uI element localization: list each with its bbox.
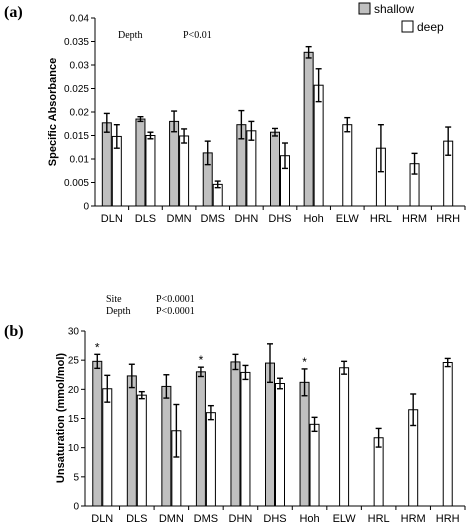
bar-deep [136,394,147,507]
x-tick-label: DLS [126,513,147,525]
legend-label-shallow: shallow [374,2,414,16]
panel-b-label: (b) [4,323,24,340]
bar-deep [179,135,190,207]
stat-annotation: Depth [118,30,142,41]
x-tick-label: ELW [336,213,360,225]
x-tick-label: HRL [370,213,392,225]
bar-shallow [299,381,310,507]
bar-shallow [101,122,112,207]
bar-shallow [230,361,241,507]
bar-deep [313,84,324,207]
legend-swatch-shallow [358,2,371,15]
y-axis-label: Unsaturation (mmol/mol) [55,353,67,484]
bar-deep [275,383,285,507]
bar-deep [339,367,350,507]
x-tick-label: HRL [368,513,390,525]
y-tick-label: 0 [73,502,79,513]
bar-shallow [135,118,146,207]
bar-deep [102,388,113,507]
bar-shallow [169,120,180,207]
y-tick-label: 10 [68,443,80,454]
y-tick-label: 0.02 [70,108,90,119]
x-tick-label: ELW [333,513,357,525]
stat-annotation: P<0.0001 [156,294,195,305]
chart-b: 0 5 10 15 20 25 30 Unsaturation (mmol/mol) DLN DL… [55,294,466,525]
y-tick-label: 0 [83,202,89,213]
legend-swatch-deep [401,20,414,33]
y-tick-label: 0.035 [64,37,89,48]
x-tick-label: Hoh [299,513,319,525]
x-tick-label: Hoh [304,213,324,225]
x-tick-label: DHN [234,213,258,225]
x-tick-label: DLS [135,213,156,225]
bar-deep [342,124,353,207]
stat-annotation: Site [106,294,122,305]
x-tick-label: HRM [402,213,427,225]
x-tick-label: DMS [194,513,218,525]
x-tick-label: DMS [201,213,225,225]
bar-shallow [265,362,275,507]
legend-label-deep: deep [417,20,444,34]
significance-star: * [95,340,100,354]
bar-shallow [92,360,103,507]
y-tick-label: 0.025 [64,84,89,95]
y-axis-label: Specific Absorbance [47,58,59,166]
stat-annotation: P<0.01 [183,30,212,41]
x-tick-label: DLN [101,213,123,225]
x-tick-label: DHN [229,513,253,525]
bar-deep [145,135,156,207]
significance-star: * [199,353,204,367]
x-tick-label: DHS [263,513,286,525]
significance-star: * [302,355,307,369]
bar-deep [373,437,384,507]
y-tick-label: 25 [68,356,80,367]
bar-shallow [270,131,280,207]
chart-a: 0 0.005 0.01 0.015 0.02 0.025 0.03 0.035 0.04 Spe… [47,14,466,225]
panel-a-label: (a) [4,4,23,21]
x-tick-label: DLN [91,513,113,525]
y-tick-label: 0.03 [70,61,90,72]
legend: shallow deep [358,2,444,34]
bar-deep [309,423,320,507]
x-tick-label: HRH [436,213,460,225]
y-tick-label: 0.015 [64,131,89,142]
bar-deep [442,362,453,507]
bar-shallow [126,375,137,507]
stat-annotation: P<0.0001 [156,306,195,317]
x-tick-label: DHS [268,213,291,225]
x-tick-label: HRM [401,513,426,525]
y-tick-label: 5 [73,472,79,483]
bar-deep [246,130,257,207]
y-tick-label: 0.01 [70,155,90,166]
bar-shallow [195,371,206,507]
y-tick-label: 30 [68,327,80,338]
y-tick-label: 0.04 [70,14,90,25]
stat-annotation: Depth [106,306,130,317]
bar-shallow [161,385,172,507]
y-tick-label: 15 [68,414,80,425]
x-tick-label: HRH [436,513,460,525]
bar-deep [205,412,216,507]
bar-shallow [303,51,314,207]
bar-deep [240,371,251,507]
x-tick-label: DMN [159,513,184,525]
y-tick-label: 0.005 [64,178,89,189]
y-tick-label: 20 [68,385,80,396]
x-tick-label: DMN [167,213,192,225]
